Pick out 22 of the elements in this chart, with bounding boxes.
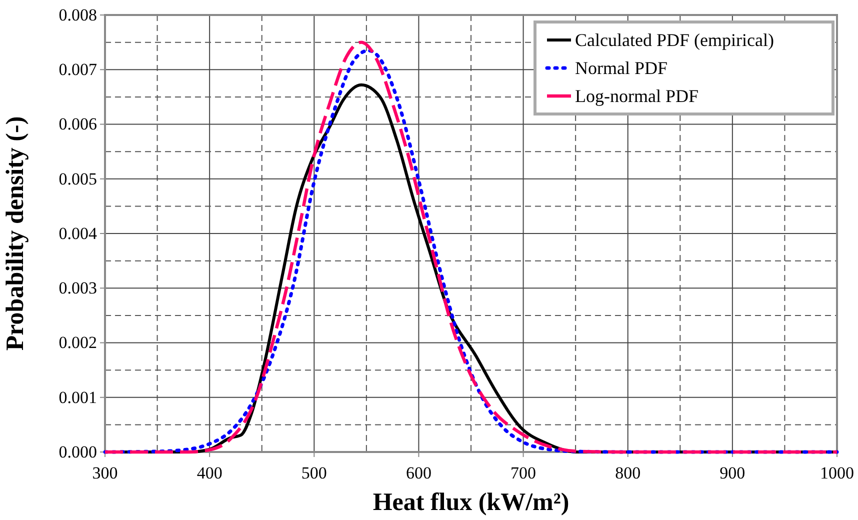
y-tick-label: 0.004 bbox=[58, 224, 98, 243]
y-tick-label: 0.005 bbox=[58, 169, 97, 188]
x-tick-label: 400 bbox=[196, 464, 222, 483]
legend-label: Calculated PDF (empirical) bbox=[575, 30, 774, 50]
x-axis-title: Heat flux (kW/m²) bbox=[372, 489, 570, 516]
y-tick-label: 0.008 bbox=[58, 5, 97, 24]
y-tick-label: 0.007 bbox=[58, 60, 98, 80]
legend-label: Normal PDF bbox=[575, 58, 668, 78]
x-tick-label: 300 bbox=[92, 464, 118, 483]
y-axis-title: Probability density (-) bbox=[2, 116, 29, 351]
y-tick-label: 0.002 bbox=[58, 333, 97, 352]
y-tick-label: 0.003 bbox=[58, 278, 97, 298]
x-tick-label: 600 bbox=[406, 464, 432, 483]
x-tick-label: 900 bbox=[720, 464, 746, 483]
y-tick-label: 0.006 bbox=[58, 114, 97, 134]
x-tick-label: 800 bbox=[615, 464, 641, 483]
y-tick-label: 0.000 bbox=[58, 442, 97, 462]
x-tick-label: 500 bbox=[301, 464, 327, 483]
y-tick-label: 0.001 bbox=[58, 388, 97, 407]
x-tick-label: 1000 bbox=[820, 464, 854, 483]
x-tick-label: 700 bbox=[510, 464, 536, 483]
legend-label: Log-normal PDF bbox=[575, 86, 698, 106]
